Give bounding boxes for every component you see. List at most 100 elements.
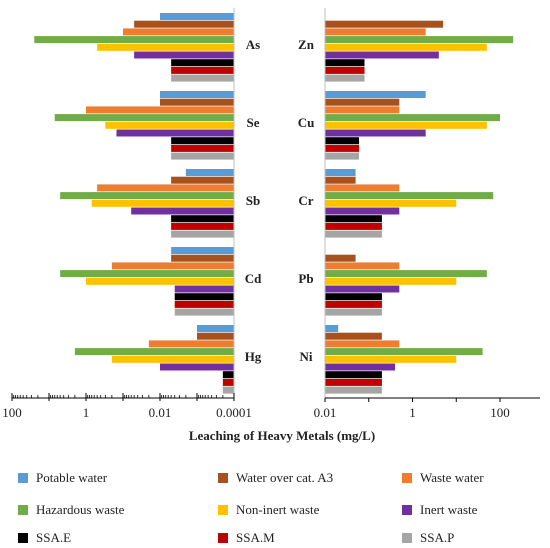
left-bar-as-4 xyxy=(97,43,234,51)
left-bar-as-0 xyxy=(160,13,234,20)
legend-item: SSA.E xyxy=(18,530,71,546)
legend-swatch xyxy=(218,505,228,515)
right-bar-cr-8 xyxy=(325,230,382,238)
legend-swatch xyxy=(18,533,28,543)
legend-item: Inert waste xyxy=(402,502,477,518)
labels: As Se Sb Cd Hg Zn Cu Cr Pb Ni xyxy=(245,37,315,364)
right-panel-bars xyxy=(325,20,514,394)
right-bar-cu-5 xyxy=(325,129,426,137)
legend-label: Inert waste xyxy=(420,502,478,517)
legend-swatch xyxy=(218,473,228,483)
left-category-label: Se xyxy=(247,115,260,130)
right-bar-cu-1 xyxy=(325,98,400,106)
left-bar-hg-8 xyxy=(222,386,234,394)
left-bar-se-5 xyxy=(116,129,234,137)
left-bar-hg-4 xyxy=(111,355,234,363)
legend-label: SSA.P xyxy=(420,530,455,545)
right-bar-pb-3 xyxy=(325,270,487,278)
left-tick-label: 100 xyxy=(2,405,22,420)
left-bar-se-8 xyxy=(171,152,234,160)
right-tick-label: 1 xyxy=(409,405,416,420)
left-bar-se-0 xyxy=(160,91,234,98)
right-bar-cu-2 xyxy=(325,106,400,114)
left-bar-as-3 xyxy=(34,36,235,44)
right-bar-zn-6 xyxy=(325,59,365,67)
left-panel-bars xyxy=(34,13,235,394)
left-bar-cd-5 xyxy=(174,285,234,293)
left-bar-sb-1 xyxy=(171,176,234,184)
right-tick-label: 0.01 xyxy=(314,405,337,420)
right-bar-pb-5 xyxy=(325,285,400,293)
right-bar-cr-2 xyxy=(325,184,400,192)
legend-label: Potable water xyxy=(36,470,108,485)
right-bar-pb-6 xyxy=(325,293,382,301)
right-bar-cr-4 xyxy=(325,199,457,207)
right-bar-zn-1 xyxy=(325,20,444,28)
left-bar-sb-0 xyxy=(185,169,234,176)
left-bar-cd-6 xyxy=(174,293,234,301)
leaching-chart: 100 1 0.01 0.0001 0.01 1 100 As Se Sb Cd Hg Zn Cu Cr P… xyxy=(2,8,540,443)
legend-label: Hazardous waste xyxy=(36,502,125,517)
left-category-label: As xyxy=(246,37,260,52)
right-bar-ni-0 xyxy=(325,325,339,332)
left-bar-sb-2 xyxy=(97,184,234,192)
legend-label: Waste water xyxy=(420,470,484,485)
legend-label: SSA.E xyxy=(36,530,72,545)
legend-swatch xyxy=(402,473,412,483)
right-bar-cu-4 xyxy=(325,121,487,129)
left-bar-hg-0 xyxy=(197,325,234,332)
legend-item: Waste water xyxy=(402,470,484,486)
right-category-label: Ni xyxy=(300,349,313,364)
left-bar-as-2 xyxy=(123,28,234,36)
right-bar-cr-5 xyxy=(325,207,400,215)
right-bar-cu-3 xyxy=(325,114,500,122)
left-bar-se-2 xyxy=(86,106,234,114)
legend-label: SSA.M xyxy=(236,530,275,545)
right-category-label: Pb xyxy=(298,271,313,286)
left-bar-hg-1 xyxy=(197,332,234,340)
axes: 100 1 0.01 0.0001 0.01 1 100 xyxy=(2,8,540,420)
right-bar-pb-7 xyxy=(325,300,382,308)
right-bar-zn-3 xyxy=(325,36,514,44)
legend-item: SSA.P xyxy=(402,530,454,546)
left-bar-as-8 xyxy=(171,74,234,82)
right-bar-cr-6 xyxy=(325,215,382,223)
left-bar-as-1 xyxy=(134,20,234,28)
right-bar-zn-7 xyxy=(325,66,365,74)
legend-item: Hazardous waste xyxy=(18,502,124,518)
left-bar-cd-1 xyxy=(171,254,234,262)
right-category-label: Zn xyxy=(298,37,315,52)
left-tick-label: 1 xyxy=(83,405,90,420)
left-bar-cd-8 xyxy=(174,308,234,316)
right-bar-zn-8 xyxy=(325,74,365,82)
right-bar-ni-8 xyxy=(325,386,382,394)
left-bar-sb-8 xyxy=(171,230,234,238)
left-category-label: Hg xyxy=(245,349,262,364)
left-bar-hg-6 xyxy=(222,371,234,379)
left-bar-as-7 xyxy=(171,66,234,74)
right-bar-ni-4 xyxy=(325,355,457,363)
right-bar-ni-5 xyxy=(325,363,396,371)
right-bar-zn-2 xyxy=(325,28,426,36)
legend-label: Water over cat. A3 xyxy=(236,470,334,485)
left-bar-sb-3 xyxy=(60,192,235,200)
left-bar-cd-2 xyxy=(111,262,234,270)
right-bar-cu-8 xyxy=(325,152,360,160)
legend: Potable water Water over cat. A3 Waste wat… xyxy=(0,470,550,548)
left-bar-as-5 xyxy=(134,51,234,59)
left-bar-se-7 xyxy=(171,144,234,152)
right-bar-ni-6 xyxy=(325,371,382,379)
right-bar-pb-1 xyxy=(325,254,356,262)
legend-swatch xyxy=(218,533,228,543)
right-bar-cu-7 xyxy=(325,144,360,152)
right-tick-label: 100 xyxy=(490,405,510,420)
left-tick-label: 0.0001 xyxy=(216,405,252,420)
left-bar-cd-0 xyxy=(171,247,234,254)
left-bar-hg-7 xyxy=(222,378,234,386)
left-bar-se-1 xyxy=(160,98,234,106)
left-bar-hg-5 xyxy=(160,363,234,371)
right-bar-ni-2 xyxy=(325,340,400,348)
legend-label: Non-inert waste xyxy=(236,502,320,517)
left-bar-cd-4 xyxy=(86,277,234,285)
left-bar-se-4 xyxy=(105,121,234,129)
